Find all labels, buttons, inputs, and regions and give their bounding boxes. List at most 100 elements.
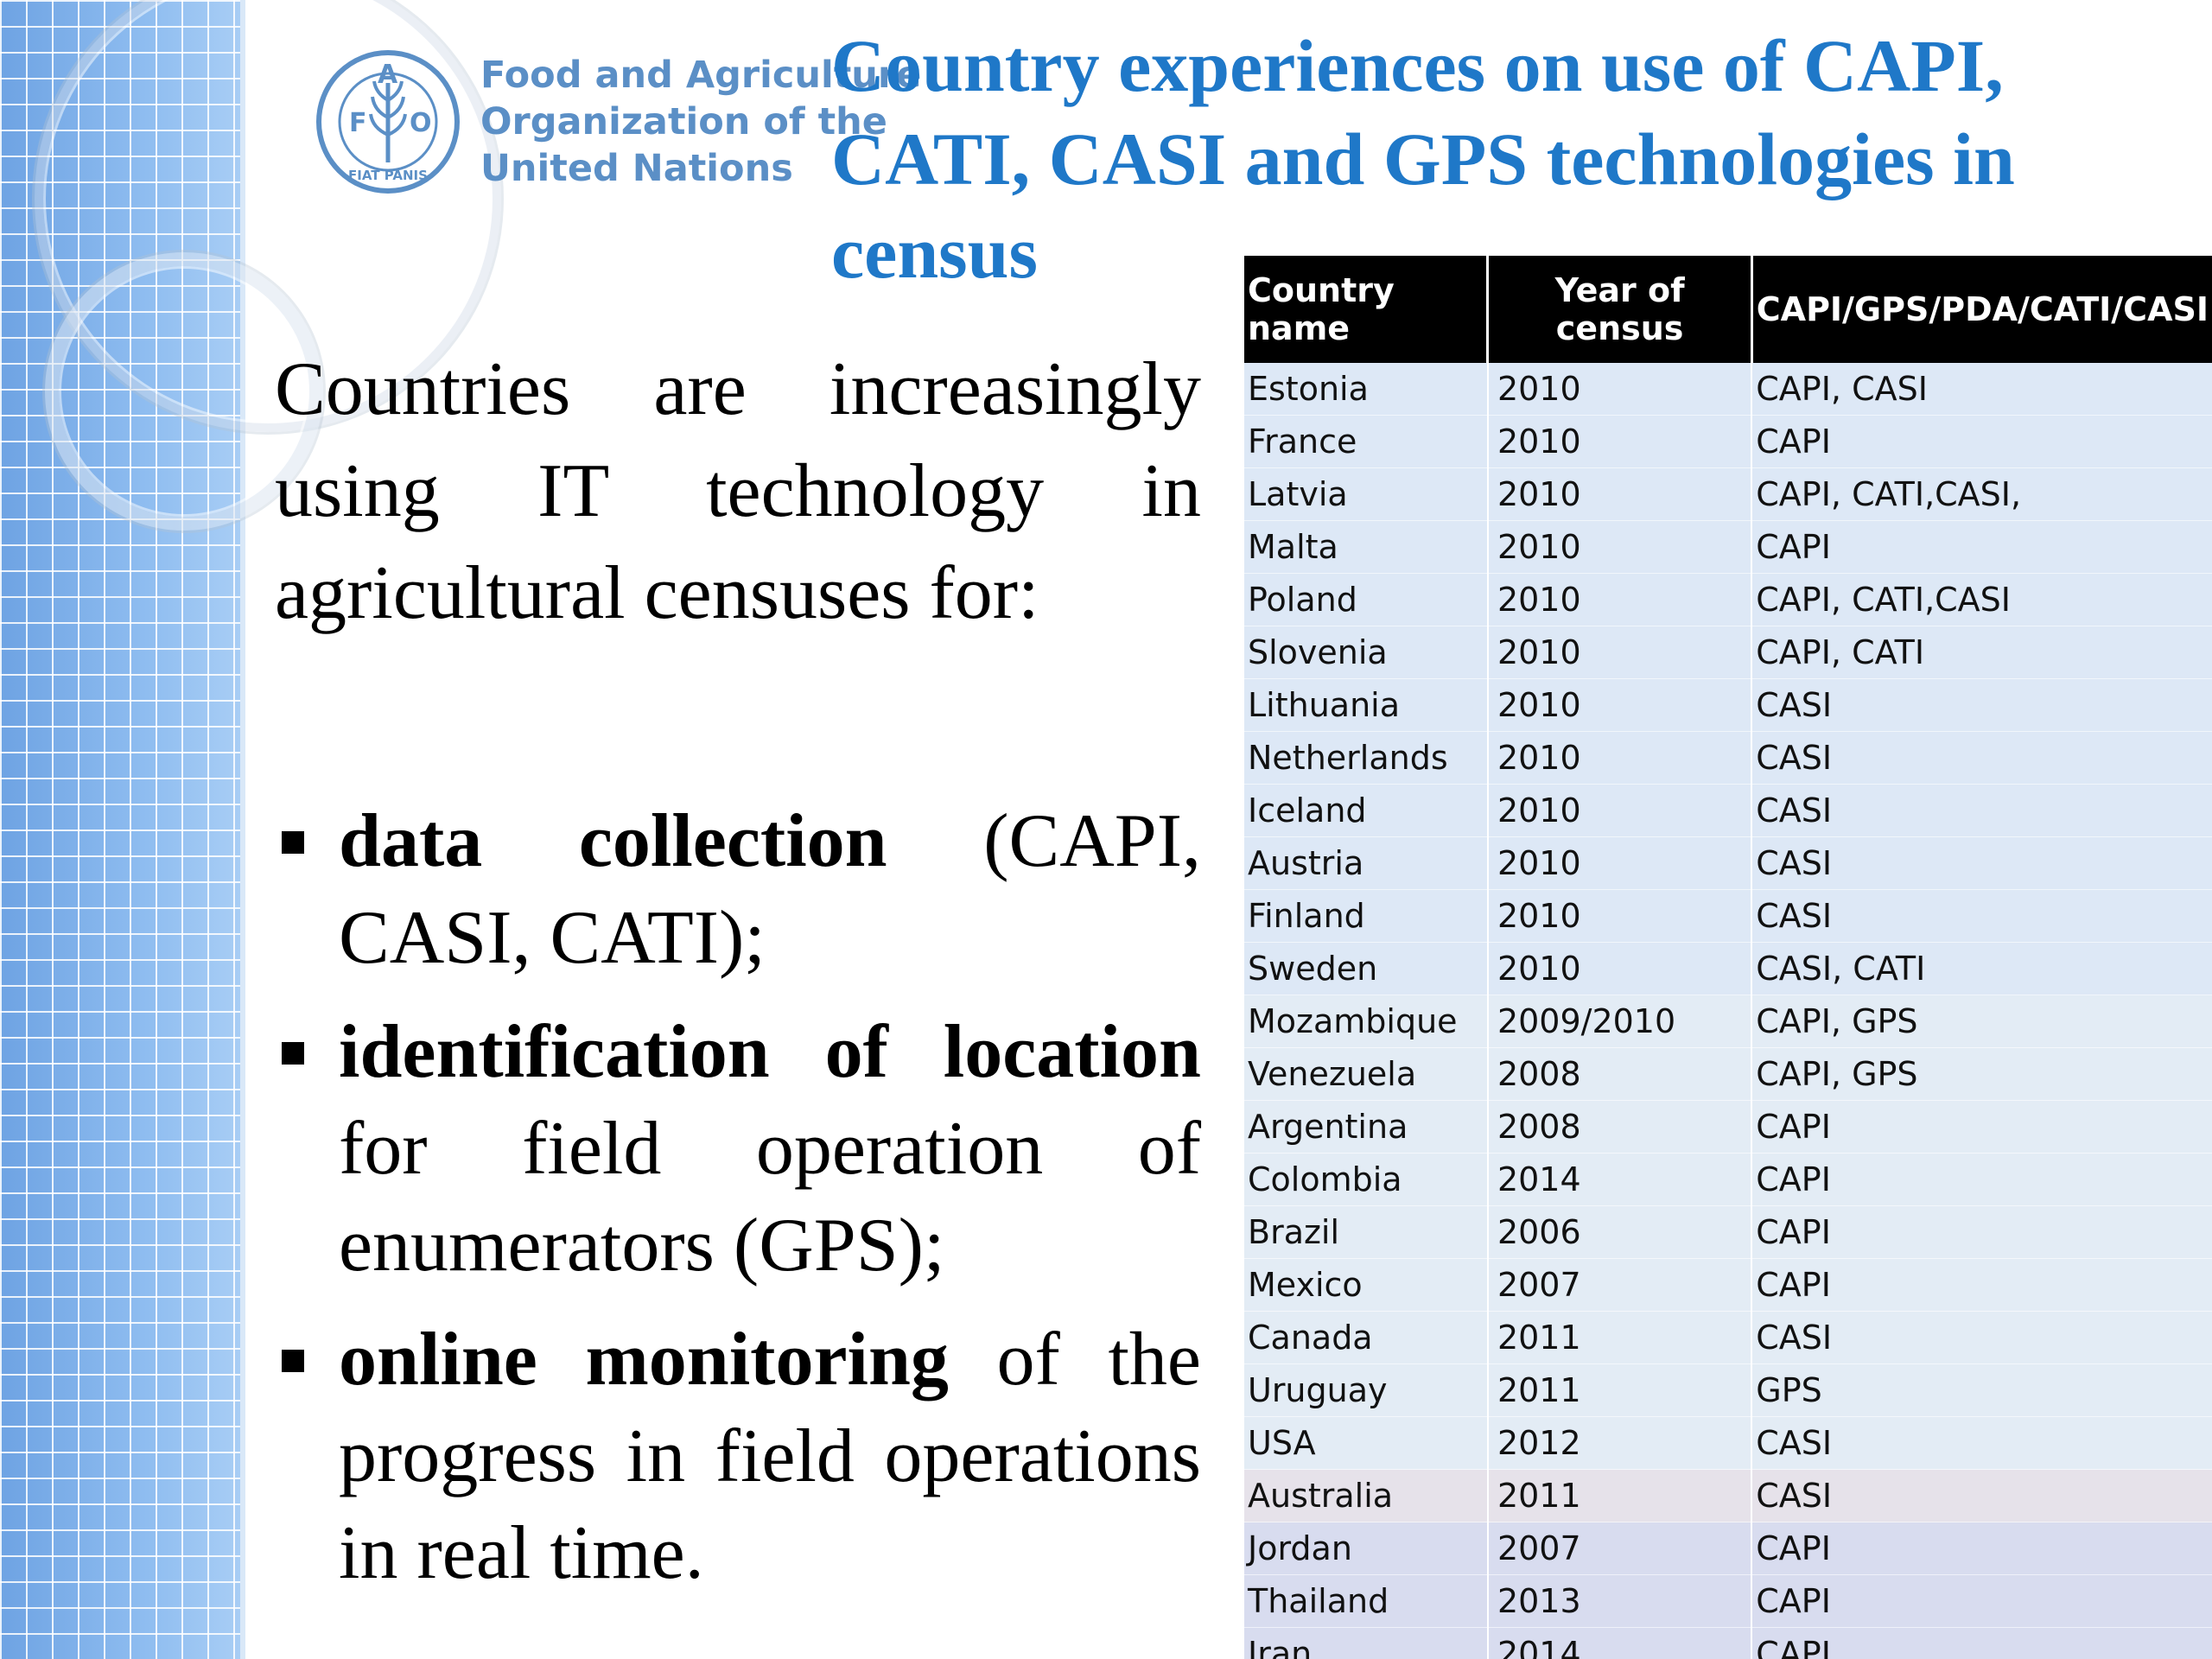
cell-country: Mozambique bbox=[1244, 995, 1488, 1048]
cell-year: 2013 bbox=[1486, 1574, 1752, 1628]
cell-country: Finland bbox=[1244, 889, 1488, 943]
cell-technology: CAPI, CATI,CASI, bbox=[1751, 467, 2212, 521]
cell-country: Venezuela bbox=[1244, 1047, 1488, 1101]
cell-year: 2007 bbox=[1486, 1258, 1752, 1312]
table-row: Thailand 2013 CAPI bbox=[1244, 1574, 2212, 1628]
cell-country: Slovenia bbox=[1244, 626, 1488, 679]
emblem-letter: O bbox=[410, 108, 432, 138]
bullet-item: online monitoring of the progress in fie… bbox=[275, 1312, 1201, 1602]
table-row: Mozambique 2009/2010 CAPI, GPS bbox=[1244, 995, 2212, 1048]
bullet-bold-text: data collection bbox=[339, 799, 887, 883]
cell-technology: CAPI, GPS bbox=[1751, 995, 2212, 1048]
bullet-text: for field operation of enumerators (GPS)… bbox=[339, 1107, 1201, 1287]
square-bullet-icon bbox=[282, 1350, 304, 1372]
cell-country: USA bbox=[1244, 1416, 1488, 1470]
cell-technology: CASI bbox=[1751, 836, 2212, 890]
cell-country: Austria bbox=[1244, 836, 1488, 890]
cell-year: 2014 bbox=[1486, 1153, 1752, 1206]
cell-year: 2014 bbox=[1486, 1627, 1752, 1659]
bullet-list: data collection (CAPI, CASI, CATI); iden… bbox=[275, 793, 1201, 1619]
table-row: Iran 2014 CAPI bbox=[1244, 1627, 2212, 1659]
cell-country: Latvia bbox=[1244, 467, 1488, 521]
cell-technology: CASI bbox=[1751, 889, 2212, 943]
bullet-text: (CAPI, CASI, CATI); bbox=[339, 799, 1201, 980]
cell-country: Thailand bbox=[1244, 1574, 1488, 1628]
table-row: Latvia 2010 CAPI, CATI,CASI, bbox=[1244, 467, 2212, 521]
table-row: Uruguay 2011 GPS bbox=[1244, 1363, 2212, 1417]
cell-year: 2010 bbox=[1486, 678, 1752, 732]
cell-year: 2010 bbox=[1486, 626, 1752, 679]
table-row: Malta 2010 CAPI bbox=[1244, 520, 2212, 574]
table-row: France 2010 CAPI bbox=[1244, 415, 2212, 468]
cell-technology: CAPI bbox=[1751, 1100, 2212, 1154]
cell-technology: CASI bbox=[1751, 731, 2212, 785]
cell-technology: CAPI, GPS bbox=[1751, 1047, 2212, 1101]
table-row: Argentina 2008 CAPI bbox=[1244, 1100, 2212, 1154]
bullet-item: data collection (CAPI, CASI, CATI); bbox=[275, 793, 1201, 987]
cell-year: 2010 bbox=[1486, 889, 1752, 943]
cell-year: 2010 bbox=[1486, 573, 1752, 626]
cell-country: Netherlands bbox=[1244, 731, 1488, 785]
cell-country: Jordan bbox=[1244, 1522, 1488, 1575]
cell-country: Australia bbox=[1244, 1469, 1488, 1522]
cell-technology: CAPI, CATI,CASI bbox=[1751, 573, 2212, 626]
table-row: Sweden 2010 CASI, CATI bbox=[1244, 942, 2212, 995]
bullet-bold-text: identification of location bbox=[339, 1010, 1201, 1094]
cell-technology: CASI bbox=[1751, 678, 2212, 732]
square-bullet-icon bbox=[282, 1042, 304, 1065]
column-header-country: Country name bbox=[1244, 256, 1490, 363]
cell-year: 2010 bbox=[1486, 415, 1752, 468]
cell-year: 2010 bbox=[1486, 836, 1752, 890]
cell-technology: CASI bbox=[1751, 1311, 2212, 1364]
table-row: Netherlands 2010 CASI bbox=[1244, 731, 2212, 785]
cell-year: 2010 bbox=[1486, 363, 1752, 416]
fao-emblem-icon: F A O FIAT PANIS bbox=[316, 50, 460, 194]
bullet-text: of the progress in field operations in r… bbox=[339, 1318, 1201, 1595]
cell-technology: CASI bbox=[1751, 1416, 2212, 1470]
cell-year: 2008 bbox=[1486, 1100, 1752, 1154]
table-row: Mexico 2007 CAPI bbox=[1244, 1258, 2212, 1312]
table-row: Venezuela 2008 CAPI, GPS bbox=[1244, 1047, 2212, 1101]
cell-technology: CASI bbox=[1751, 784, 2212, 837]
bullet-bold-text: online monitoring bbox=[339, 1318, 949, 1402]
table-row: Canada 2011 CASI bbox=[1244, 1311, 2212, 1364]
cell-year: 2006 bbox=[1486, 1205, 1752, 1259]
cell-technology: CAPI bbox=[1751, 1522, 2212, 1575]
cell-technology: CAPI bbox=[1751, 415, 2212, 468]
table-row: Estonia 2010 CAPI, CASI bbox=[1244, 363, 2212, 416]
bullet-item: identification of location for field ope… bbox=[275, 1004, 1201, 1294]
cell-country: Malta bbox=[1244, 520, 1488, 574]
cell-technology: CASI, CATI bbox=[1751, 942, 2212, 995]
table-row: Lithuania 2010 CASI bbox=[1244, 678, 2212, 732]
emblem-letter: A bbox=[378, 60, 398, 90]
logo-line: Organization of the bbox=[480, 100, 887, 143]
cell-country: Uruguay bbox=[1244, 1363, 1488, 1417]
cell-year: 2010 bbox=[1486, 942, 1752, 995]
cell-technology: GPS bbox=[1751, 1363, 2212, 1417]
cell-year: 2010 bbox=[1486, 784, 1752, 837]
table-row: Austria 2010 CASI bbox=[1244, 836, 2212, 890]
cell-year: 2007 bbox=[1486, 1522, 1752, 1575]
census-technology-table: Country name Year of census CAPI/GPS/PDA… bbox=[1244, 256, 2212, 1659]
cell-year: 2009/2010 bbox=[1486, 995, 1752, 1048]
cell-country: Poland bbox=[1244, 573, 1488, 626]
cell-year: 2012 bbox=[1486, 1416, 1752, 1470]
table-row: Finland 2010 CASI bbox=[1244, 889, 2212, 943]
cell-country: Argentina bbox=[1244, 1100, 1488, 1154]
table-row: Poland 2010 CAPI, CATI,CASI bbox=[1244, 573, 2212, 626]
logo-line: United Nations bbox=[480, 147, 793, 190]
cell-year: 2011 bbox=[1486, 1363, 1752, 1417]
table-row: Iceland 2010 CASI bbox=[1244, 784, 2212, 837]
emblem-motto: FIAT PANIS bbox=[348, 168, 428, 183]
cell-country: Iceland bbox=[1244, 784, 1488, 837]
cell-technology: CAPI bbox=[1751, 1258, 2212, 1312]
table-row: Australia 2011 CASI bbox=[1244, 1469, 2212, 1522]
table-row: Brazil 2006 CAPI bbox=[1244, 1205, 2212, 1259]
slide-title: Country experiences on use of CAPI, CATI… bbox=[831, 24, 2015, 294]
cell-technology: CAPI bbox=[1751, 1153, 2212, 1206]
cell-country: Canada bbox=[1244, 1311, 1488, 1364]
cell-technology: CAPI bbox=[1751, 1205, 2212, 1259]
square-bullet-icon bbox=[282, 831, 304, 854]
intro-paragraph: Countries are increasingly using IT tech… bbox=[275, 347, 1201, 635]
fao-logo: F A O FIAT PANIS Food and Agriculture Or… bbox=[315, 48, 921, 195]
